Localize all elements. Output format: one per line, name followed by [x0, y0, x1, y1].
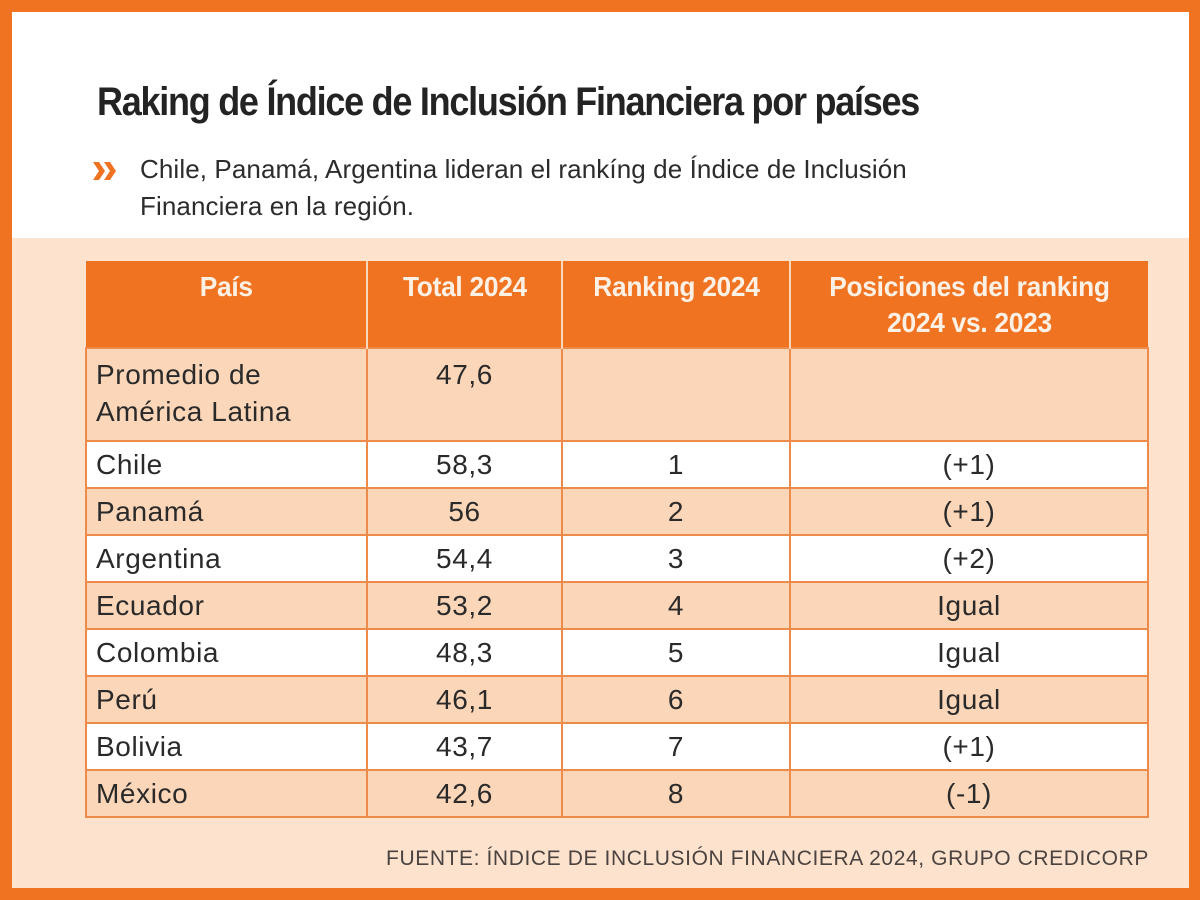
- cell-total-2024: 56: [366, 487, 563, 536]
- cell-total-2024: 58,3: [366, 440, 563, 489]
- double-chevron-right-icon: [93, 162, 116, 180]
- cell-total-2024: 48,3: [366, 628, 563, 677]
- cell-position-change: (+1): [789, 722, 1149, 771]
- cell-position-change: [789, 347, 1149, 442]
- cell-position-change: Igual: [789, 675, 1149, 724]
- cell-position-change: (+1): [789, 487, 1149, 536]
- header-panel: Raking de Índice de Inclusión Financiera…: [12, 12, 1189, 238]
- table-header-row: País Total 2024 Ranking 2024 Posiciones …: [86, 261, 1148, 348]
- cell-country: Bolivia: [85, 722, 368, 771]
- cell-position-change: (+1): [789, 440, 1149, 489]
- table-row: Panamá 56 2 (+1): [85, 487, 1149, 536]
- page-title: Raking de Índice de Inclusión Financiera…: [97, 80, 920, 124]
- column-header-country: País: [86, 261, 367, 348]
- table-row-latam-average: Promedio de América Latina 47,6: [85, 347, 1149, 442]
- cell-ranking-2024: 6: [561, 675, 791, 724]
- cell-ranking-2024: 5: [561, 628, 791, 677]
- ranking-table: País Total 2024 Ranking 2024 Posiciones …: [85, 261, 1149, 818]
- cell-ranking-2024: 3: [561, 534, 791, 583]
- column-header-total-2024: Total 2024: [366, 261, 562, 348]
- cell-total-2024: 54,4: [366, 534, 563, 583]
- cell-position-change: Igual: [789, 628, 1149, 677]
- cell-position-change: Igual: [789, 581, 1149, 630]
- cell-ranking-2024: 7: [561, 722, 791, 771]
- cell-total-2024: 53,2: [366, 581, 563, 630]
- column-header-ranking-2024: Ranking 2024: [561, 261, 790, 348]
- cell-ranking-2024: 4: [561, 581, 791, 630]
- cell-ranking-2024: [561, 347, 791, 442]
- cell-country: Chile: [85, 440, 368, 489]
- cell-country: Ecuador: [85, 581, 368, 630]
- subtitle: Chile, Panamá, Argentina lideran el rank…: [140, 154, 907, 221]
- cell-ranking-2024: 2: [561, 487, 791, 536]
- cell-position-change: (+2): [789, 534, 1149, 583]
- cell-total-2024: 46,1: [366, 675, 563, 724]
- table-row: Bolivia 43,7 7 (+1): [85, 722, 1149, 771]
- cell-total-2024: 43,7: [366, 722, 563, 771]
- cell-country: Argentina: [85, 534, 368, 583]
- cell-country: Promedio de América Latina: [85, 347, 368, 442]
- cell-position-change: (-1): [789, 769, 1149, 818]
- table-row: México 42,6 8 (-1): [85, 769, 1149, 818]
- cell-total-2024: 47,6: [366, 347, 563, 442]
- table-row: Chile 58,3 1 (+1): [85, 440, 1149, 489]
- infographic-frame: Raking de Índice de Inclusión Financiera…: [12, 12, 1189, 888]
- cell-country: Panamá: [85, 487, 368, 536]
- cell-country: México: [85, 769, 368, 818]
- source-credit: FUENTE: ÍNDICE DE INCLUSIÓN FINANCIERA 2…: [386, 847, 1149, 870]
- cell-country: Perú: [85, 675, 368, 724]
- table-row: Argentina 54,4 3 (+2): [85, 534, 1149, 583]
- table-row: Perú 46,1 6 Igual: [85, 675, 1149, 724]
- cell-country: Colombia: [85, 628, 368, 677]
- cell-ranking-2024: 1: [561, 440, 791, 489]
- table-row: Ecuador 53,2 4 Igual: [85, 581, 1149, 630]
- table-row: Colombia 48,3 5 Igual: [85, 628, 1149, 677]
- cell-ranking-2024: 8: [561, 769, 791, 818]
- subtitle-row: Chile, Panamá, Argentina lideran el rank…: [90, 151, 1050, 225]
- cell-total-2024: 42,6: [366, 769, 563, 818]
- column-header-position-change: Posiciones del ranking 2024 vs. 2023: [789, 261, 1148, 348]
